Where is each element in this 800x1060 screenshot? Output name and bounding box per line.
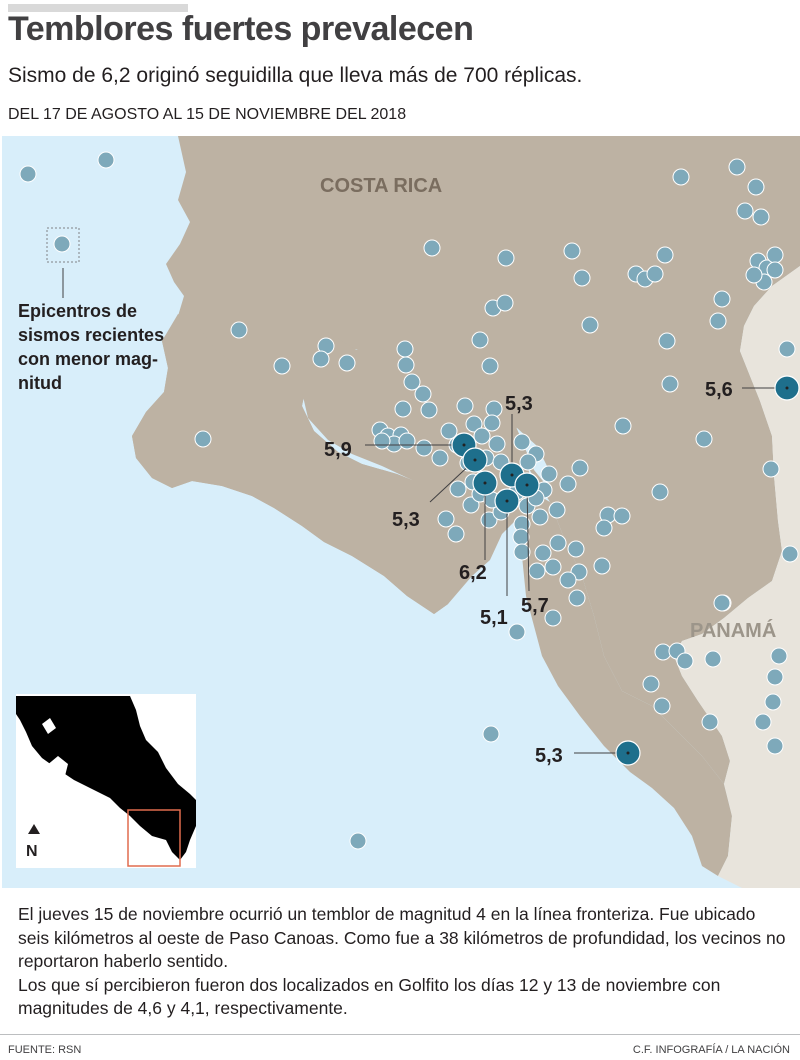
magnitude-label: 5,6 bbox=[705, 379, 733, 401]
legend-note-line: Epicentros de bbox=[18, 301, 137, 321]
legend-note-line: sismos recientes bbox=[18, 325, 164, 345]
earthquake-map: 5,9 5,3 5,3 6,2 5,1 5,7 5,6 5,3 COSTA RI… bbox=[2, 136, 800, 888]
magnitude-label: 5,1 bbox=[480, 607, 508, 629]
headline: Temblores fuertes prevalecen bbox=[8, 10, 474, 48]
costa-rica-landmass bbox=[132, 136, 800, 784]
panama-landmass bbox=[674, 266, 800, 888]
legend-note-line: con menor mag- bbox=[18, 349, 158, 369]
legend-sample-box bbox=[46, 227, 80, 263]
magnitude-label: 5,3 bbox=[505, 393, 533, 415]
author-credit: C.F. INFOGRAFÍA / LA NACIÓN bbox=[632, 1044, 790, 1056]
country-label-costa-rica: COSTA RICA bbox=[320, 175, 442, 197]
date-range: DEL 17 DE AGOSTO AL 15 DE NOVIEMBRE DEL … bbox=[8, 106, 407, 123]
north-label: N bbox=[26, 843, 38, 860]
nicoya-peninsula bbox=[132, 314, 464, 614]
magnitude-label: 5,3 bbox=[392, 509, 420, 531]
header-accent-bar bbox=[8, 4, 188, 12]
magnitude-label: 5,3 bbox=[535, 745, 563, 767]
footer-divider bbox=[0, 1034, 800, 1035]
body-paragraph: El jueves 15 de noviembre ocurrió un tem… bbox=[18, 904, 786, 971]
osa-peninsula bbox=[302, 332, 532, 614]
magnitude-label: 5,7 bbox=[521, 595, 549, 617]
magnitude-label: 6,2 bbox=[459, 562, 487, 584]
legend-note-line: nitud bbox=[18, 373, 62, 393]
article-body: El jueves 15 de noviembre ocurrió un tem… bbox=[18, 903, 788, 1021]
subtitle: Sismo de 6,2 originó seguidilla que llev… bbox=[8, 64, 583, 87]
inset-landmass bbox=[16, 696, 196, 860]
body-paragraph: Los que sí percibieron fueron dos locali… bbox=[18, 974, 721, 1019]
north-arrow-icon bbox=[28, 824, 40, 834]
source-credit: FUENTE: RSN bbox=[8, 1044, 82, 1056]
inset-focus-box bbox=[127, 809, 181, 867]
locator-inset: N bbox=[16, 694, 196, 868]
country-label-panama: PANAMÁ bbox=[690, 619, 776, 642]
magnitude-label: 5,9 bbox=[324, 439, 352, 461]
